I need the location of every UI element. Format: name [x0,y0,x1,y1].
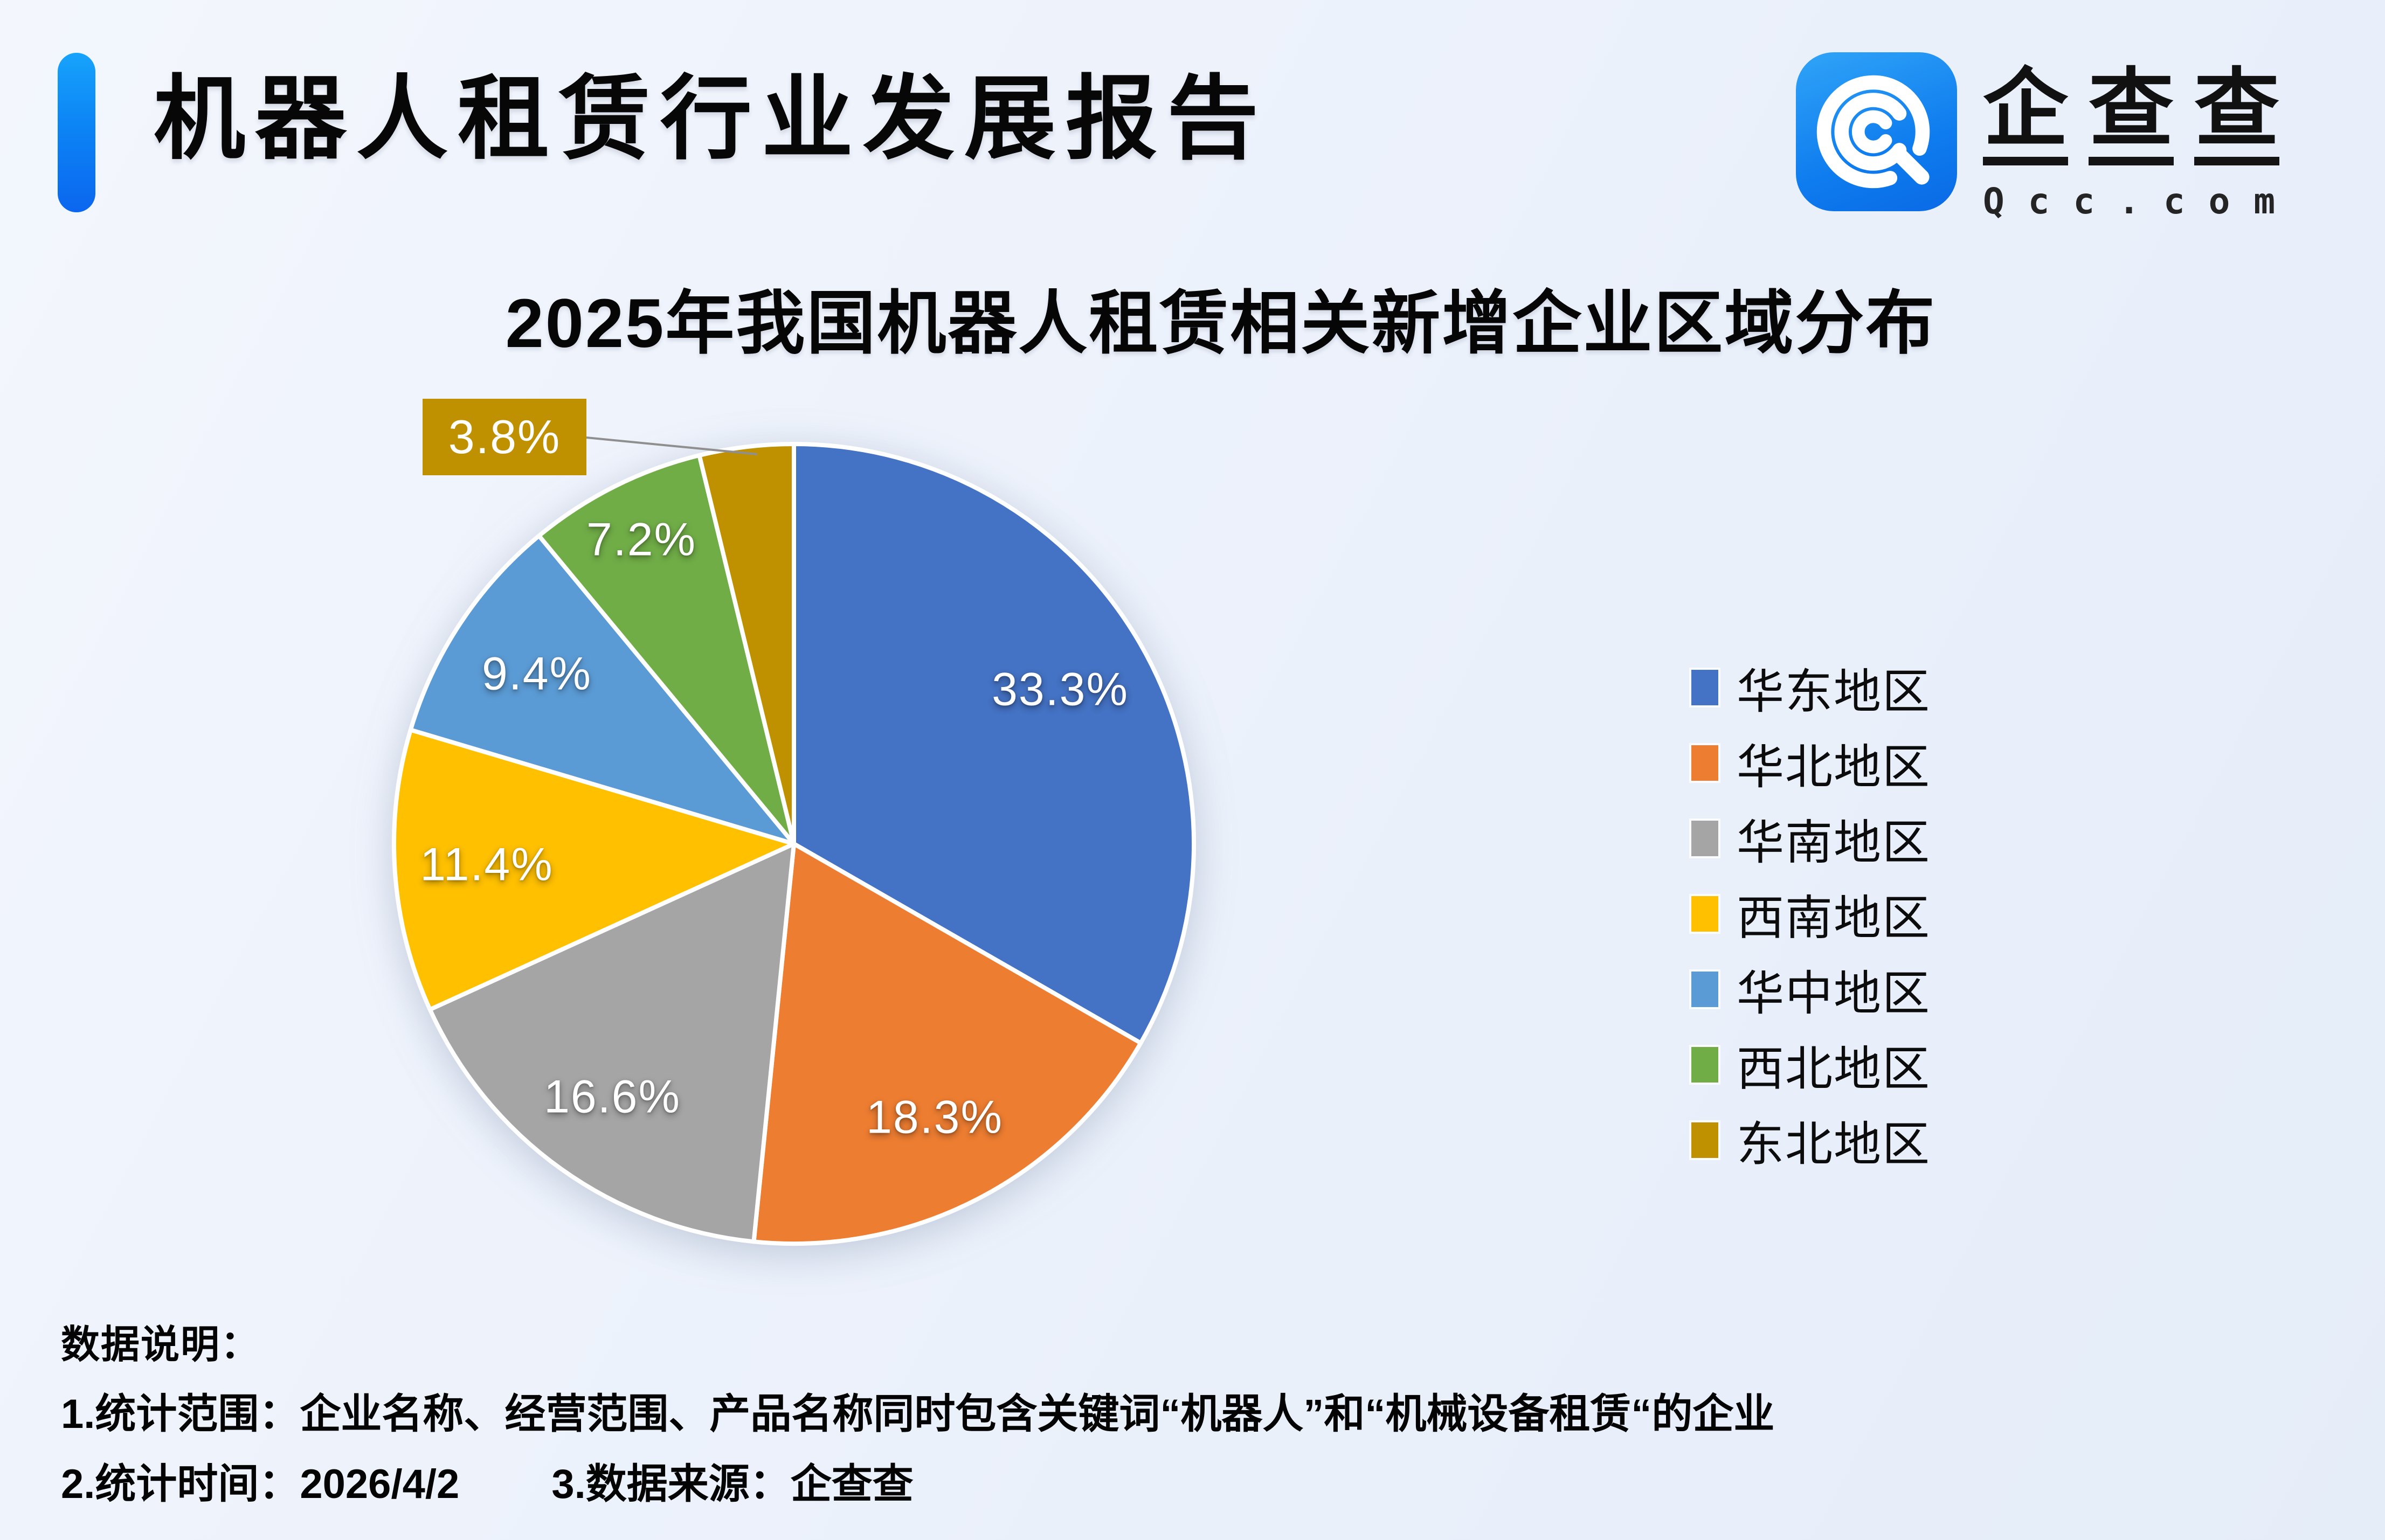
note-statistics-time-source: 2.统计时间：2026/4/2 3.数据来源：企查查 [61,1451,914,1510]
pie-slice-华中地区 [408,533,796,846]
qcc-logo-name-char: 查 [2089,66,2174,165]
callout-label-东北地区: 3.8% [423,399,586,475]
qcc-logo-name-char: 企 [1983,66,2068,165]
legend-label-华东地区: 华东地区 [1737,664,1931,718]
notes-heading: 数据说明： [61,1323,261,1366]
legend-label-华中地区: 华中地区 [1737,966,1931,1020]
legend-item-西南地区: 西南地区 [1689,876,1931,952]
legend-item-华南地区: 华南地区 [1689,801,1931,876]
legend-swatch-西北地区 [1689,1045,1720,1085]
legend-item-华东地区: 华东地区 [1689,650,1931,725]
legend-swatch-东北地区 [1689,1120,1720,1160]
legend-swatch-西南地区 [1689,894,1720,934]
chart-title: 2025年我国机器人租赁相关新增企业区域分布 [505,285,1937,362]
legend-label-东北地区: 东北地区 [1737,1117,1931,1171]
legend-item-东北地区: 东北地区 [1689,1102,1931,1178]
note-statistics-time: 2.统计时间：2026/4/2 [61,1461,460,1507]
legend-label-西南地区: 西南地区 [1737,891,1931,945]
legend-label-西北地区: 西北地区 [1737,1042,1931,1095]
qcc-logo-icon [1796,52,1957,211]
legend-item-西北地区: 西北地区 [1689,1027,1931,1102]
pie-slice-华北地区 [751,842,1143,1246]
report-title: 机器人租赁行业发展报告 [154,68,1269,170]
legend-swatch-华南地区 [1689,818,1720,858]
pie-slice-西北地区 [537,453,796,846]
pie-label-华南地区: 16.6% [544,1071,681,1123]
qcc-logo-domain: Qcc.com [1983,181,2299,222]
pie-label-西北地区: 7.2% [586,514,697,566]
legend-item-华中地区: 华中地区 [1689,952,1931,1027]
pie-label-西南地区: 11.4% [420,838,554,891]
qcc-logo-text: 企查查 Qcc.com [1983,52,2299,222]
pie-slice-东北地区 [697,441,796,846]
pie-label-华中地区: 9.4% [481,648,592,700]
qcc-logo-name: 企查查 [1983,66,2299,165]
legend-swatch-华东地区 [1689,668,1720,707]
pie-label-华北地区: 18.3% [866,1091,1003,1143]
legend-swatch-华北地区 [1689,743,1720,783]
legend: 华东地区华北地区华南地区西南地区华中地区西北地区东北地区 [1689,650,1931,1178]
qcc-logo: 企查查 Qcc.com [1796,52,2299,222]
note-statistics-scope: 1.统计范围：企业名称、经营范围、产品名称同时包含关键词“机器人”和“机械设备租… [61,1391,1775,1437]
pie-slice-华南地区 [427,842,796,1244]
legend-item-华北地区: 华北地区 [1689,725,1931,801]
legend-label-华北地区: 华北地区 [1737,740,1931,794]
note-data-source: 3.数据来源：企查查 [551,1461,914,1507]
callout-leader-line [586,436,758,455]
qcc-logo-name-char: 查 [2194,66,2279,165]
title-accent-bar [58,53,95,212]
pie-slice-西南地区 [392,727,796,1012]
legend-label-华南地区: 华南地区 [1737,815,1931,869]
legend-swatch-华中地区 [1689,969,1720,1009]
pie-label-华东地区: 33.3% [992,663,1129,716]
pie-slice-华东地区 [792,442,1197,1045]
